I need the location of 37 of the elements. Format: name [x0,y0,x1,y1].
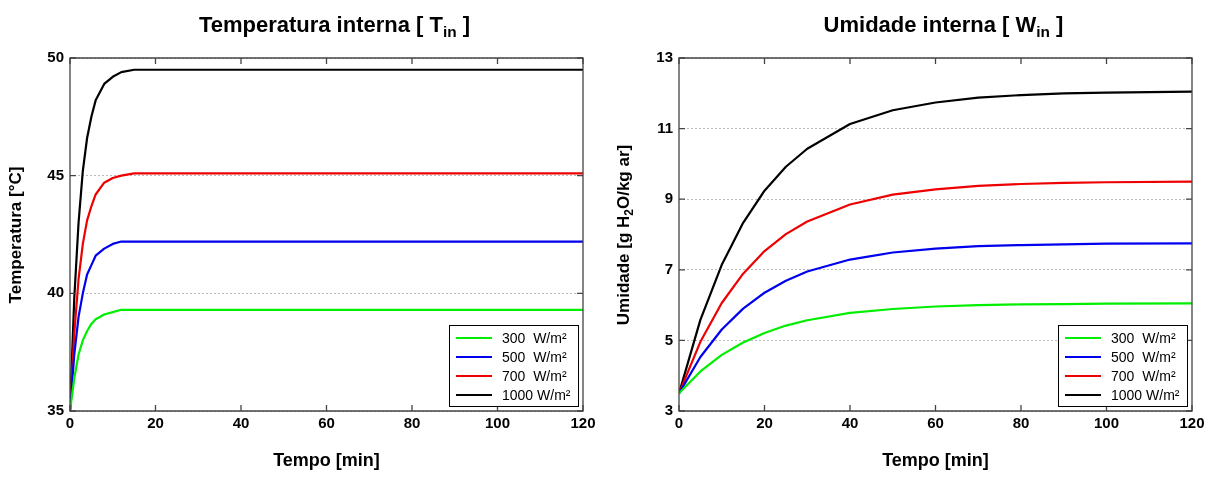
x-tick-label: 20 [756,414,773,432]
x-axis-title: Tempo [min] [881,450,990,471]
y-tick-label: 5 [664,330,673,348]
x-tick-label: 120 [1179,414,1205,432]
x-tick-label: 20 [147,414,164,432]
x-tick-label: 80 [1012,414,1030,432]
x-tick-label: 100 [1093,414,1120,432]
x-tick-label: 80 [403,414,421,432]
y-tick-label: 35 [47,401,64,419]
legend-label: 300 W/m² [502,329,567,346]
y-axis-title: Temperatura [°C] [6,166,26,303]
legend-label: 300 W/m² [1111,329,1176,346]
x-tick-label: 120 [570,414,596,432]
x-tick-label: 0 [674,414,684,432]
legend-label: 500 W/m² [1111,348,1176,365]
y-tick-label: 11 [657,118,673,136]
chart-title: Umidade interna [ W$_{in}$ ] [822,12,1065,42]
y-tick-label: 9 [664,189,673,207]
y-tick-label: 3 [664,401,673,419]
y-tick-label: 13 [656,48,673,66]
x-tick-label: 40 [841,414,859,432]
legend-label: 1000 W/m² [502,386,571,403]
chart-title: Temperatura interna [ T$_{in}$ ] [197,12,472,42]
legend-label: 700 W/m² [502,367,567,384]
x-tick-label: 0 [65,414,75,432]
x-tick-label: 40 [232,414,250,432]
y-tick-label: 40 [47,283,64,301]
legend-label: 700 W/m² [1111,367,1176,384]
legend-label: 1000 W/m² [1111,386,1180,403]
x-tick-label: 60 [927,414,944,432]
y-tick-label: 45 [47,165,64,183]
x-axis-title: Tempo [min] [272,450,381,471]
x-tick-label: 60 [318,414,335,432]
y-tick-label: 7 [664,259,673,277]
y-tick-label: 50 [47,48,64,66]
legend-label: 500 W/m² [502,348,567,365]
x-tick-label: 100 [484,414,511,432]
